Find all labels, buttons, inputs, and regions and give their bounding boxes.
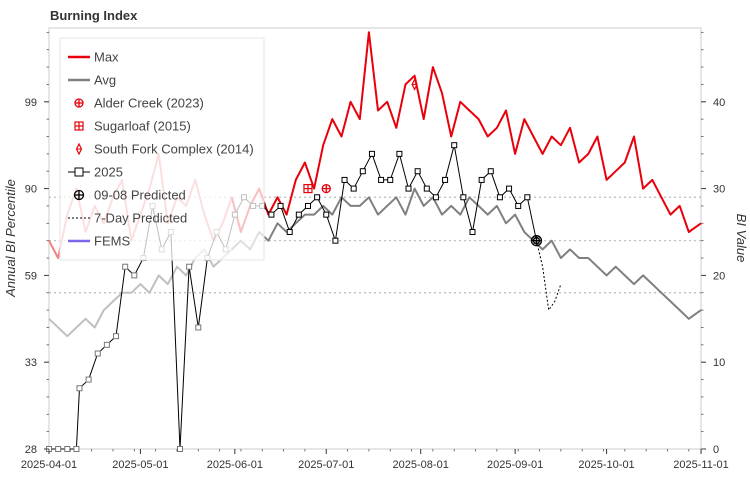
current-year-point: [76, 385, 83, 392]
current-year-point: [268, 211, 275, 218]
current-year-point: [341, 176, 348, 183]
legend-entry: 7-Day Predicted: [68, 211, 187, 226]
chart-title: Burning Index: [50, 8, 138, 23]
legend-swatch-sugarloaf: [74, 121, 84, 131]
current-year-point: [460, 194, 467, 201]
legend-entry: Avg: [68, 73, 116, 88]
y-left-tick-label: 90: [25, 184, 37, 196]
legend-label: Max: [94, 50, 119, 65]
legend-label: 2025: [94, 165, 123, 180]
legend-entry: Sugarloaf (2015): [74, 119, 191, 134]
y-right-tick-label: 40: [713, 97, 725, 109]
legend-entry: 2025: [68, 165, 123, 180]
current-year-point: [73, 446, 80, 452]
y-right-tick-label: 10: [713, 357, 725, 369]
predicted-0908-marker-inner: [532, 237, 541, 245]
y-left-tick-label: 28: [25, 444, 37, 456]
legend: Max Avg Alder Creek (2023) Sugarloaf (2015)…: [59, 37, 265, 261]
legend-swatch-south-fork: [75, 142, 83, 156]
current-year-point: [186, 263, 193, 270]
current-year-point: [177, 446, 184, 452]
current-year-point: [94, 350, 101, 357]
legend-label: 7-Day Predicted: [94, 211, 187, 226]
current-year-point: [64, 446, 71, 452]
x-tick-label: 2025-05-01: [112, 459, 168, 471]
current-year-point: [496, 194, 503, 201]
max-line: [230, 31, 702, 233]
x-tick-label: 2025-04-01: [21, 459, 77, 471]
sugarloaf-marker: [303, 183, 313, 194]
legend-entry: Alder Creek (2023): [74, 96, 204, 111]
y-right-axis-title: BI Value: [734, 214, 749, 263]
legend-swatch-2025-marker: [74, 167, 84, 177]
legend-label: Alder Creek (2023): [94, 96, 204, 111]
current-year-point: [122, 263, 129, 270]
legend-label: South Fork Complex (2014): [94, 142, 254, 157]
x-tick-label: 2025-06-01: [207, 459, 263, 471]
axes: 2025-04-01 2025-05-01 2025-06-01 2025-07-01…: [21, 31, 729, 471]
legend-entry: FEMS: [68, 234, 130, 249]
x-tick-label: 2025-07-01: [298, 459, 354, 471]
current-year-point: [368, 150, 375, 157]
current-year-point: [515, 202, 522, 209]
current-year-point: [332, 237, 339, 244]
current-year-point: [478, 176, 485, 183]
south-fork-marker: [411, 78, 418, 91]
y-left-tick-label: 59: [25, 270, 37, 282]
current-year-point: [387, 176, 394, 183]
current-year-point: [304, 202, 311, 209]
legend-swatch-alder-creek: [74, 98, 84, 108]
legend-label: FEMS: [94, 234, 130, 249]
legend-box: [59, 37, 265, 261]
y-left-tick-label: 99: [25, 97, 37, 109]
legend-entry: Max: [68, 50, 119, 65]
current-year-point: [359, 168, 366, 175]
current-year-point: [286, 228, 293, 235]
current-year-point: [103, 341, 110, 348]
current-year-point: [85, 376, 92, 383]
current-year-point: [314, 194, 321, 201]
current-year-point: [524, 194, 531, 201]
y-right-tick-label: 30: [713, 184, 725, 196]
current-year-point: [487, 168, 494, 175]
current-year-point: [414, 168, 421, 175]
current-year-point: [451, 142, 458, 149]
x-tick-label: 2025-08-01: [393, 459, 449, 471]
current-year-point: [378, 176, 385, 183]
current-year-point: [323, 211, 330, 218]
y-right-tick-label: 0: [713, 444, 719, 456]
x-tick-label: 2025-10-01: [578, 459, 634, 471]
x-tick-label: 2025-09-01: [487, 459, 543, 471]
y-right-tick-label: 20: [713, 270, 725, 282]
current-year-point: [131, 272, 138, 279]
current-year-point: [350, 185, 357, 192]
x-tick-label: 2025-11-01: [673, 459, 728, 471]
legend-entry: South Fork Complex (2014): [75, 142, 254, 157]
legend-label: Avg: [94, 73, 116, 88]
current-year-point: [442, 176, 449, 183]
alder-creek-marker: [321, 183, 331, 194]
y-left-axis-title: Annual BI Percentile: [3, 179, 18, 298]
legend-label: Sugarloaf (2015): [94, 119, 191, 134]
current-year-point: [113, 333, 120, 340]
reference-lines: [49, 196, 701, 294]
current-year-point: [506, 185, 513, 192]
current-year-point: [469, 228, 476, 235]
current-year-point: [396, 150, 403, 157]
current-year-point: [277, 202, 284, 209]
legend-label: 09-08 Predicted: [94, 188, 186, 203]
plot-frame: [48, 27, 702, 450]
legend-swatch-predicted-0908: [73, 189, 85, 201]
current-year-point: [55, 446, 62, 452]
current-year-point: [295, 211, 302, 218]
seven-day-predicted-line: [536, 240, 562, 312]
avg-line: [231, 187, 702, 320]
current-year-point: [423, 185, 430, 192]
y-left-tick-label: 33: [25, 357, 37, 369]
legend-entry: 09-08 Predicted: [73, 188, 186, 203]
current-year-point: [195, 324, 202, 331]
current-year-point: [432, 194, 439, 201]
current-year-point: [405, 185, 412, 192]
